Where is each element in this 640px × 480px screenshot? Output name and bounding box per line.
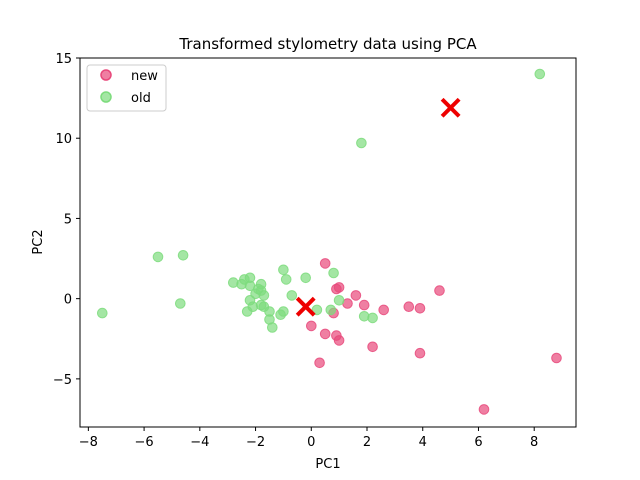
- point-old-29: [328, 267, 339, 279]
- y-tick-label: −5: [53, 373, 72, 388]
- point-new-12: [319, 328, 331, 340]
- point-new-8: [403, 301, 415, 313]
- plot-area: [97, 68, 562, 415]
- point-new-19: [551, 352, 562, 364]
- point-old-16: [241, 306, 253, 317]
- point-old-25: [280, 274, 292, 285]
- x-marker-0: [295, 296, 316, 317]
- point-old-23: [278, 306, 289, 317]
- point-new-15: [367, 341, 378, 353]
- point-old-1: [152, 251, 164, 263]
- point-old-35: [534, 68, 546, 80]
- y-tick-label: 15: [55, 52, 72, 67]
- point-old-28: [311, 304, 323, 316]
- x-tick-label: 2: [363, 435, 371, 450]
- x-tick-label: 8: [530, 435, 538, 450]
- legend-marker-old: [100, 91, 112, 103]
- point-new-10: [434, 285, 445, 296]
- point-old-31: [325, 304, 337, 316]
- point-old-34: [356, 137, 367, 149]
- x-marker-1: [440, 97, 461, 118]
- point-new-18: [478, 404, 490, 415]
- point-old-13: [258, 290, 270, 301]
- point-old-12: [255, 278, 267, 290]
- point-new-9: [414, 303, 426, 314]
- y-tick-label: 5: [64, 212, 72, 227]
- x-tick-label: 4: [419, 435, 427, 450]
- x-tick-label: −2: [246, 435, 265, 450]
- point-old-30: [333, 295, 345, 306]
- point-old-0: [97, 307, 108, 319]
- point-old-21: [267, 322, 278, 333]
- x-tick-label: 6: [474, 435, 482, 450]
- y-axis-ticks: −5 0 5 10 15: [53, 52, 80, 388]
- point-new-14: [333, 335, 345, 346]
- y-axis-label: PC2: [31, 229, 46, 254]
- legend-label-new: new: [131, 69, 158, 84]
- point-old-27: [300, 272, 312, 284]
- plot-frame: [79, 57, 577, 428]
- x-tick-label: −8: [79, 435, 98, 450]
- point-old-24: [278, 264, 289, 276]
- x-tick-label: −6: [135, 435, 154, 450]
- y-tick-label: 10: [55, 132, 72, 147]
- point-new-0: [319, 258, 331, 269]
- point-new-6: [358, 299, 370, 311]
- x-tick-label: 0: [307, 435, 315, 450]
- legend: new old: [86, 64, 167, 112]
- x-axis-label: PC1: [315, 457, 340, 472]
- point-old-2: [177, 250, 189, 261]
- legend-label-old: old: [131, 91, 151, 106]
- chart-title: Transformed stylometry data using PCA: [178, 35, 477, 53]
- point-new-2: [333, 282, 345, 293]
- point-new-17: [314, 357, 325, 369]
- point-old-3: [175, 298, 186, 309]
- x-tick-label: −4: [190, 435, 209, 450]
- point-new-16: [414, 347, 426, 359]
- x-axis-ticks: −8 −6 −4 −2 0 2 4 6 8: [79, 427, 538, 450]
- point-old-26: [286, 290, 298, 301]
- point-new-7: [378, 304, 390, 316]
- y-tick-label: 0: [64, 293, 72, 308]
- point-new-11: [306, 320, 317, 332]
- point-old-33: [367, 312, 378, 324]
- point-new-4: [350, 290, 362, 301]
- legend-marker-new: [100, 69, 112, 81]
